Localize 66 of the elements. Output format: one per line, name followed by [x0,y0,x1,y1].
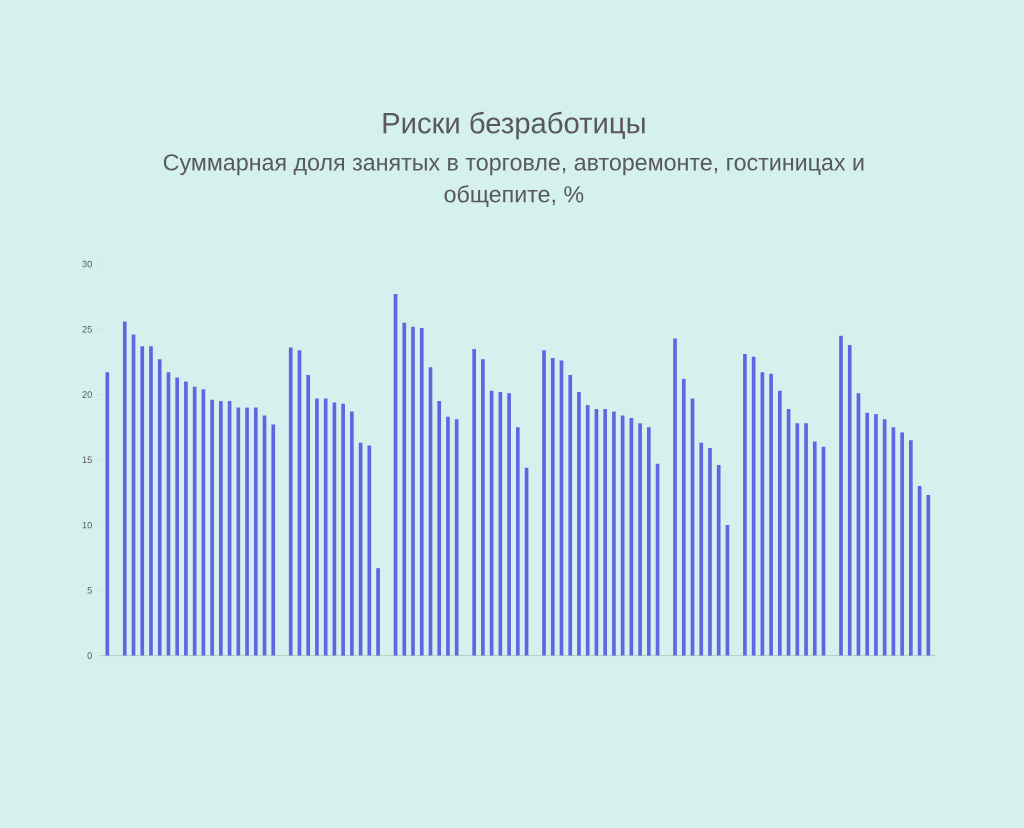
bar [550,358,555,656]
bar [743,354,747,656]
bar [122,321,127,656]
bar [446,416,450,656]
y-tick-label: 5 [87,587,92,594]
bar [839,335,843,656]
bar [804,423,808,656]
bar [472,348,476,656]
bar [708,448,712,656]
bar [568,374,573,656]
bar [219,401,223,656]
bar [341,403,345,656]
y-tick-label: 20 [82,391,92,398]
bar [350,411,354,656]
bar [681,378,686,656]
bar [157,359,162,656]
bar [306,374,311,656]
bar [699,442,704,656]
bar [402,322,407,656]
bar [769,373,773,656]
bar [105,372,110,656]
y-tick-label: 0 [87,652,92,659]
bar [638,423,642,656]
bar [419,328,424,656]
bar [795,423,800,656]
bar [847,344,852,656]
chart-title: Риски безработицы [383,111,645,140]
bar [900,432,904,656]
bar [926,495,931,656]
bar [515,427,520,656]
chart-subtitle: Суммарная доля занятых в торговле, авторемонте, гостиницах и общепите, % [163,154,864,207]
bar [577,391,581,656]
bar [245,407,249,656]
bar [253,407,258,656]
bar [542,350,546,656]
bar [874,414,878,656]
bar [184,381,188,656]
bar [812,441,817,656]
bar [716,465,721,656]
y-tick-label: 15 [82,456,92,464]
bar [288,347,293,656]
bar [778,390,782,656]
bar [612,411,616,656]
bar [481,359,485,656]
bar [411,326,415,656]
bar [210,399,214,656]
y-tick-label: 30 [82,260,92,268]
bar [236,407,241,656]
bar [507,393,511,656]
bar [865,412,870,656]
bar [673,338,677,656]
bar [315,398,319,656]
bar [271,424,276,656]
y-tick-label: 10 [82,521,92,529]
y-tick-label: 25 [82,326,92,333]
bar [585,405,590,656]
bar [323,398,328,656]
bar [603,408,607,656]
bar [175,377,180,656]
bar [647,427,651,656]
bar [140,346,145,656]
bar [909,440,913,656]
bar [149,346,153,656]
bar [454,419,459,656]
bar [437,401,442,656]
bar [376,568,380,656]
